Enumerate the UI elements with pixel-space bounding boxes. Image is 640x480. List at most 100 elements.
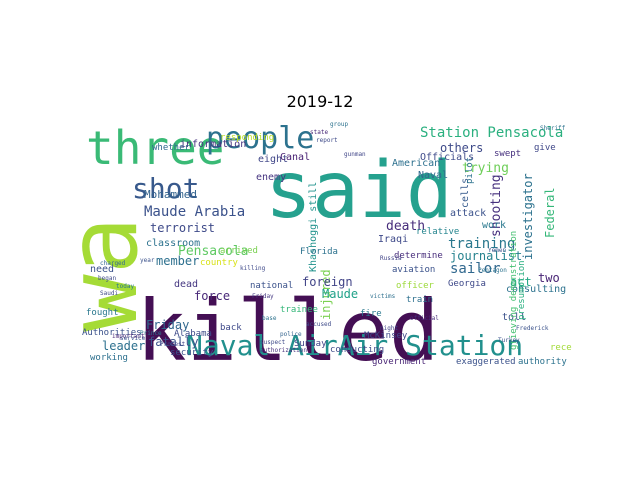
- word-injured: injured: [319, 269, 333, 320]
- word-arrived: arrived: [220, 246, 258, 256]
- word-relative: relative: [416, 227, 459, 237]
- word-base: base: [262, 315, 277, 322]
- word-night: night: [380, 325, 398, 332]
- word-trying: trying: [462, 161, 509, 176]
- word-important: important: [112, 333, 145, 340]
- word-naval-airair-station: Naval AirAir Station: [186, 329, 523, 362]
- word-group: group: [330, 121, 348, 128]
- word-victims: victims: [370, 293, 396, 300]
- word-sailor: sailor: [450, 261, 501, 277]
- word-attack: attack: [450, 208, 486, 219]
- word-aviation: aviation: [392, 265, 435, 275]
- word-fire: fire: [360, 309, 382, 319]
- word-recently: recently: [550, 343, 572, 353]
- word-maude: Maude: [322, 287, 358, 301]
- word-grieving-demonstration: grieving demonstration: [509, 231, 519, 350]
- word-dead: dead: [174, 279, 198, 290]
- word-exaggerated: exaggerated: [456, 357, 516, 366]
- word-gunman: gunman: [344, 151, 366, 158]
- word-determine: determine: [394, 251, 443, 261]
- word-whether: whether: [152, 143, 191, 153]
- word-people: people: [206, 121, 314, 156]
- word-service: service: [120, 335, 146, 342]
- word-prince: Prince: [140, 330, 162, 337]
- word-report: report: [316, 137, 338, 144]
- word-presumption: presumption: [517, 260, 527, 320]
- word-mckinsey: McKinsey: [364, 331, 408, 341]
- word-yemen: Yemen: [488, 247, 506, 254]
- word-train: train: [406, 295, 433, 305]
- word-naval: Naval: [418, 170, 448, 181]
- word-saudi: Saudi: [100, 290, 118, 297]
- word-turkey: Turkey: [498, 337, 520, 344]
- word-foreign: foreign: [302, 275, 353, 289]
- word-two: two: [538, 271, 560, 285]
- word-authority: authority: [518, 357, 567, 366]
- word-friday: Friday: [252, 293, 274, 300]
- word-member: member: [156, 254, 199, 268]
- word-act: act: [510, 275, 532, 289]
- word-georgia: Georgia: [448, 279, 486, 289]
- word-cloud: said killed wa three people shot Naval AirAir …: [80, 120, 572, 366]
- word-leader: leader: [102, 339, 145, 353]
- word-others: others: [440, 141, 483, 155]
- word-today: today: [116, 283, 134, 290]
- word-state: state: [310, 129, 328, 136]
- word-american: American: [392, 158, 440, 169]
- word-shooting: shooting: [489, 174, 504, 237]
- word-enemy: enemy: [256, 172, 286, 183]
- word-protest: Protest: [160, 341, 186, 348]
- word-trainee: trainee: [280, 305, 318, 315]
- word-cells: cells: [460, 178, 471, 208]
- word-suspect: suspect: [260, 339, 286, 346]
- word-wa: wa: [80, 216, 159, 332]
- word-killing: killing: [240, 265, 266, 272]
- word-officer: officer: [396, 281, 435, 291]
- word-shot: shot: [132, 172, 199, 205]
- word-information: information: [180, 139, 246, 150]
- word-said: said: [265, 146, 453, 236]
- word-iraqi: Iraqi: [378, 234, 408, 245]
- word-station-pensacola: Station Pensacola: [420, 125, 563, 141]
- word-need: need: [90, 264, 114, 275]
- word-investigator: investigator: [521, 173, 535, 260]
- word-fought: fought: [86, 308, 119, 318]
- word-year: year: [140, 257, 155, 264]
- word-khashoggi-still: Khashoggi still: [308, 182, 319, 272]
- word-accused: accused: [306, 321, 332, 328]
- word-alabama: Alabama: [174, 329, 212, 339]
- word-force: force: [194, 289, 230, 303]
- word-official: official: [410, 315, 439, 322]
- word-mohammed: Mohammed: [144, 188, 197, 201]
- figure-title: 2019-12: [286, 92, 354, 111]
- word-working: working: [90, 353, 128, 363]
- word-give: give: [534, 143, 556, 153]
- word-began: began: [98, 275, 116, 282]
- word-killed: killed: [136, 282, 439, 366]
- word-pilot: pilot: [465, 157, 475, 184]
- word-security: security: [170, 348, 214, 358]
- word-authorities: Authorities: [82, 328, 142, 338]
- word-death: death: [386, 219, 425, 234]
- word-federal: Federal: [543, 187, 557, 238]
- word-terrorist: terrorist: [150, 221, 215, 235]
- word-pentagon: Pentagon: [478, 267, 507, 274]
- word-charged: charged: [100, 260, 126, 267]
- word-maude-arabia: Maude Arabia: [144, 204, 245, 220]
- word-sunday: Sunday: [294, 339, 327, 349]
- word-friday: Friday: [146, 318, 189, 332]
- word-pensacola: Pensacola: [178, 244, 248, 259]
- word-swept: swept: [494, 149, 521, 159]
- word-eight: eight: [258, 154, 288, 165]
- word-toll: toll: [502, 312, 526, 323]
- word-russia: Russia: [380, 255, 402, 262]
- word-officials: Officials: [420, 152, 474, 163]
- word-classroom: classroom: [146, 238, 200, 249]
- word-florida: Florida: [300, 247, 338, 257]
- word-journalist: journalist: [450, 249, 522, 263]
- word-training: training: [448, 236, 515, 252]
- word-back: back: [220, 323, 242, 333]
- word-conducting: conducting: [330, 345, 384, 355]
- word-sheriff: Sheriff: [540, 125, 566, 132]
- word-authorization: authorization: [260, 347, 307, 354]
